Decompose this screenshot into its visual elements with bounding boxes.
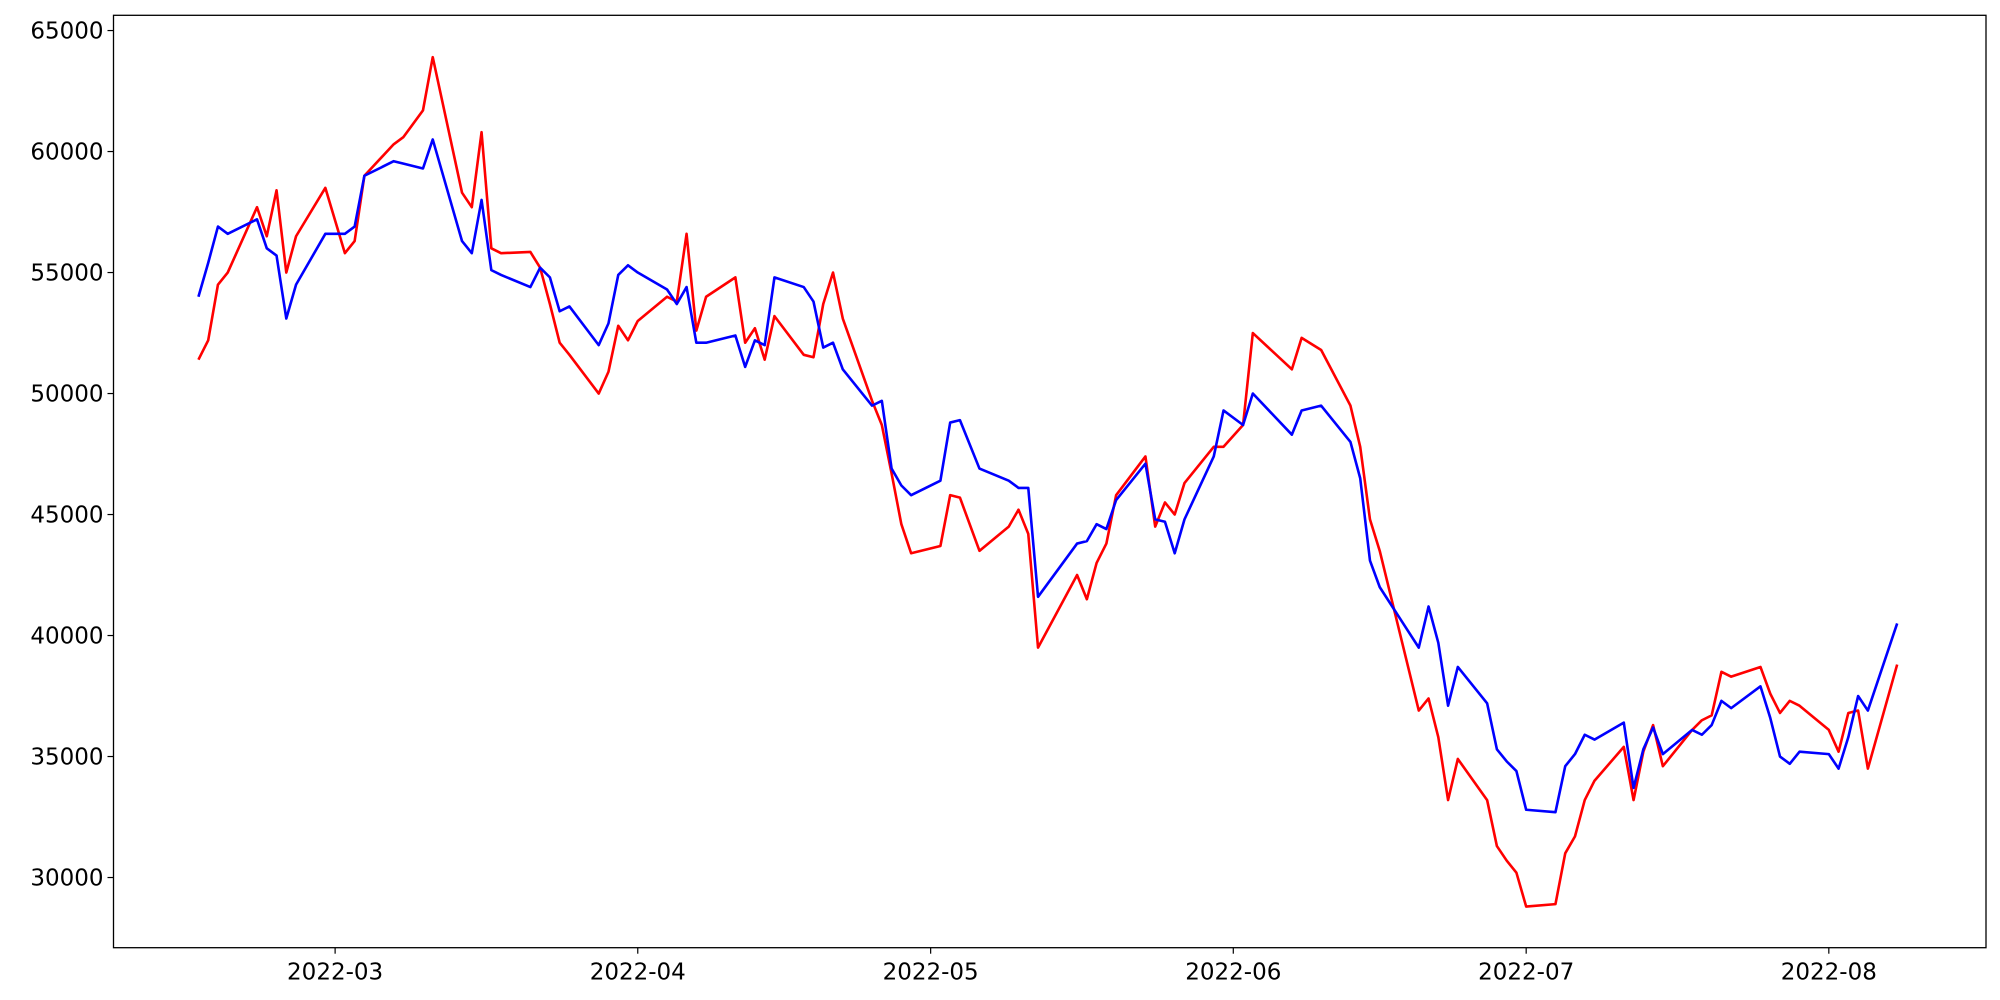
y-tick-label: 40000 xyxy=(30,624,103,650)
y-tick-label: 60000 xyxy=(30,140,103,166)
y-tick-label: 65000 xyxy=(30,19,103,45)
x-tick-label: 2022-05 xyxy=(883,960,979,986)
x-tick-label: 2022-06 xyxy=(1185,960,1281,986)
series-line xyxy=(197,55,1899,908)
y-tick-label: 55000 xyxy=(30,261,103,287)
x-tick-label: 2022-07 xyxy=(1478,960,1574,986)
plot-frame xyxy=(112,14,1987,949)
y-tick-label: 35000 xyxy=(30,745,103,771)
x-tick-label: 2022-04 xyxy=(590,960,686,986)
x-tick-label: 2022-08 xyxy=(1781,960,1877,986)
series-line xyxy=(197,138,1899,814)
x-tick-label: 2022-03 xyxy=(287,960,383,986)
y-tick-label: 30000 xyxy=(30,866,103,892)
y-tick-label: 50000 xyxy=(30,382,103,408)
y-tick-label: 45000 xyxy=(30,503,103,529)
